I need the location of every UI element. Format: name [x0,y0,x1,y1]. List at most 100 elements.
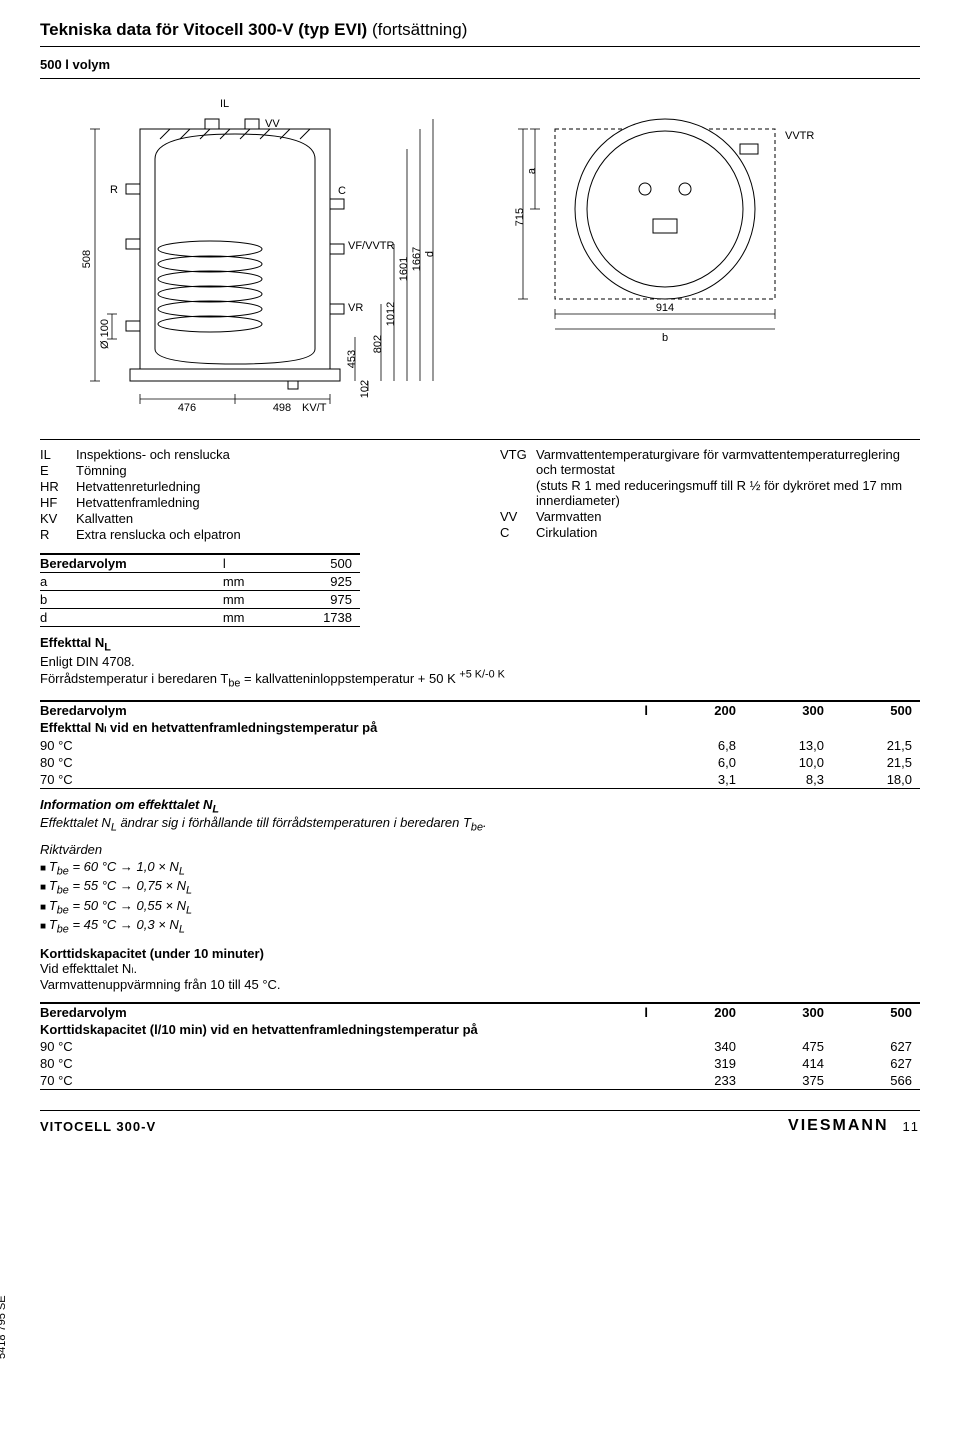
legend-val: (stuts R 1 med reduceringsmuff till R ½ … [536,478,920,508]
table-row: amm925 [40,573,360,591]
dim-498: 498 [273,402,291,414]
table-cell: 6,0 [656,754,744,771]
table-row: 90 °C340475627 [40,1038,920,1055]
diagram-front: IL VV C R VF/VVTR VR KV/T 508 Ø 100 476 … [40,89,465,419]
table-cell: 10,0 [744,754,832,771]
riktv-list: Tbe = 60 °C → 1,0 × NLTbe = 55 °C → 0,75… [40,859,920,936]
table-dims: Beredarvolyml500amm925bmm975dmm1738 [40,553,360,627]
lbl-VR: VR [348,302,363,314]
table-row: Beredarvolyml200300500 [40,701,920,719]
table-cell: 6,8 [656,737,744,754]
legend-row: CCirkulation [500,525,920,540]
kort-heading: Korttidskapacitet (under 10 minuter) [40,946,264,961]
dim-d: d [424,251,436,257]
legend-row: HRHetvattenreturledning [40,479,460,494]
footer-product: VITOCELL 300-V [40,1119,156,1134]
lbl-KVT: KV/T [302,402,327,414]
table-cell: 475 [744,1038,832,1055]
table-row: 70 °C233375566 [40,1072,920,1090]
lbl-IL: IL [220,98,229,110]
table-cell: Effekttal Nₗ vid en hetvattenframledning… [40,719,920,737]
table-cell [568,1038,656,1055]
table-cell: 200 [656,1003,744,1021]
title-main: Tekniska data för Vitocell 300-V (typ EV… [40,20,367,39]
table-cell: 627 [832,1055,920,1072]
table-cell: d [40,609,223,627]
info-heading: Information om effekttalet NL [40,797,219,812]
legend-val: Extra renslucka och elpatron [76,527,460,542]
kort-line1: Vid effekttalet Nₗ. [40,961,137,976]
table-cell: 3,1 [656,771,744,789]
footer-page: 11 [903,1119,921,1134]
table-cell: 500 [286,554,360,573]
table-cell: 90 °C [40,1038,568,1055]
table-cell: 21,5 [832,737,920,754]
info-block: Information om effekttalet NL Effekttale… [40,797,920,834]
riktv-heading: Riktvärden [40,842,102,857]
table-cell: 21,5 [832,754,920,771]
table-cell: l [568,1003,656,1021]
legend-key: R [40,527,76,542]
table-cell: 18,0 [832,771,920,789]
legend-row: ETömning [40,463,460,478]
table-cell: mm [223,573,286,591]
table-kort: Beredarvolyml200300500Korttidskapacitet … [40,1002,920,1090]
page-title: Tekniska data för Vitocell 300-V (typ EV… [40,20,920,40]
table-cell: 70 °C [40,1072,568,1090]
table-cell [568,754,656,771]
table-cell [568,1055,656,1072]
dim-476: 476 [178,402,196,414]
riktv-block: Riktvärden Tbe = 60 °C → 1,0 × NLTbe = 5… [40,842,920,936]
dim-802: 802 [372,335,384,353]
table-row: dmm1738 [40,609,360,627]
dim-715: 715 [514,208,526,226]
legend-key: E [40,463,76,478]
title-cont: (fortsättning) [372,20,467,39]
dim-a: a [526,167,538,174]
table-cell: 627 [832,1038,920,1055]
dim-b: b [662,332,668,344]
legend-key: HF [40,495,76,510]
table-cell: a [40,573,223,591]
legend-row: VTGVarmvattentemperaturgivare för varmva… [500,447,920,477]
table-row: bmm975 [40,591,360,609]
table-cell: 300 [744,701,832,719]
dim-1012: 1012 [385,302,397,326]
legend-key: KV [40,511,76,526]
table-cell: 13,0 [744,737,832,754]
table-cell [568,1072,656,1090]
table-cell: 1738 [286,609,360,627]
table-row: Korttidskapacitet (l/10 min) vid en hetv… [40,1021,920,1038]
table-row: 80 °C319414627 [40,1055,920,1072]
table-row: Effekttal Nₗ vid en hetvattenframledning… [40,719,920,737]
legend-val: Varmvattentemperaturgivare för varmvatte… [536,447,920,477]
lbl-C: C [338,185,346,197]
table-cell: Beredarvolym [40,1003,568,1021]
effekttal-heading: Effekttal NL [40,635,111,650]
table-cell: 70 °C [40,771,568,789]
diagram-area: IL VV C R VF/VVTR VR KV/T 508 Ø 100 476 … [40,89,920,419]
table-row: 70 °C3,18,318,0 [40,771,920,789]
list-item: Tbe = 45 °C → 0,3 × NL [40,917,920,936]
legend-left: ILInspektions- och rensluckaETömningHRHe… [40,446,460,543]
table-cell: Beredarvolym [40,554,223,573]
rule [40,46,920,47]
table-effekttal: Beredarvolyml200300500Effekttal Nₗ vid e… [40,700,920,789]
lbl-VVTR: VVTR [785,130,814,142]
dim-1667: 1667 [411,247,423,271]
table-cell: 975 [286,591,360,609]
footer: VITOCELL 300-V VIESMANN 11 [40,1110,920,1135]
table-cell: Beredarvolym [40,701,568,719]
dim-1601: 1601 [398,257,410,281]
table-cell: b [40,591,223,609]
lbl-VFVVTR: VF/VVTR [348,240,395,252]
dim-914: 914 [656,302,674,314]
table-cell: l [568,701,656,719]
legend-key: C [500,525,536,540]
table-cell: 80 °C [40,754,568,771]
list-item: Tbe = 50 °C → 0,55 × NL [40,898,920,917]
dim-O100: Ø 100 [99,319,111,349]
table-cell: mm [223,591,286,609]
table-cell: Korttidskapacitet (l/10 min) vid en hetv… [40,1021,920,1038]
legend-row: (stuts R 1 med reduceringsmuff till R ½ … [500,478,920,508]
